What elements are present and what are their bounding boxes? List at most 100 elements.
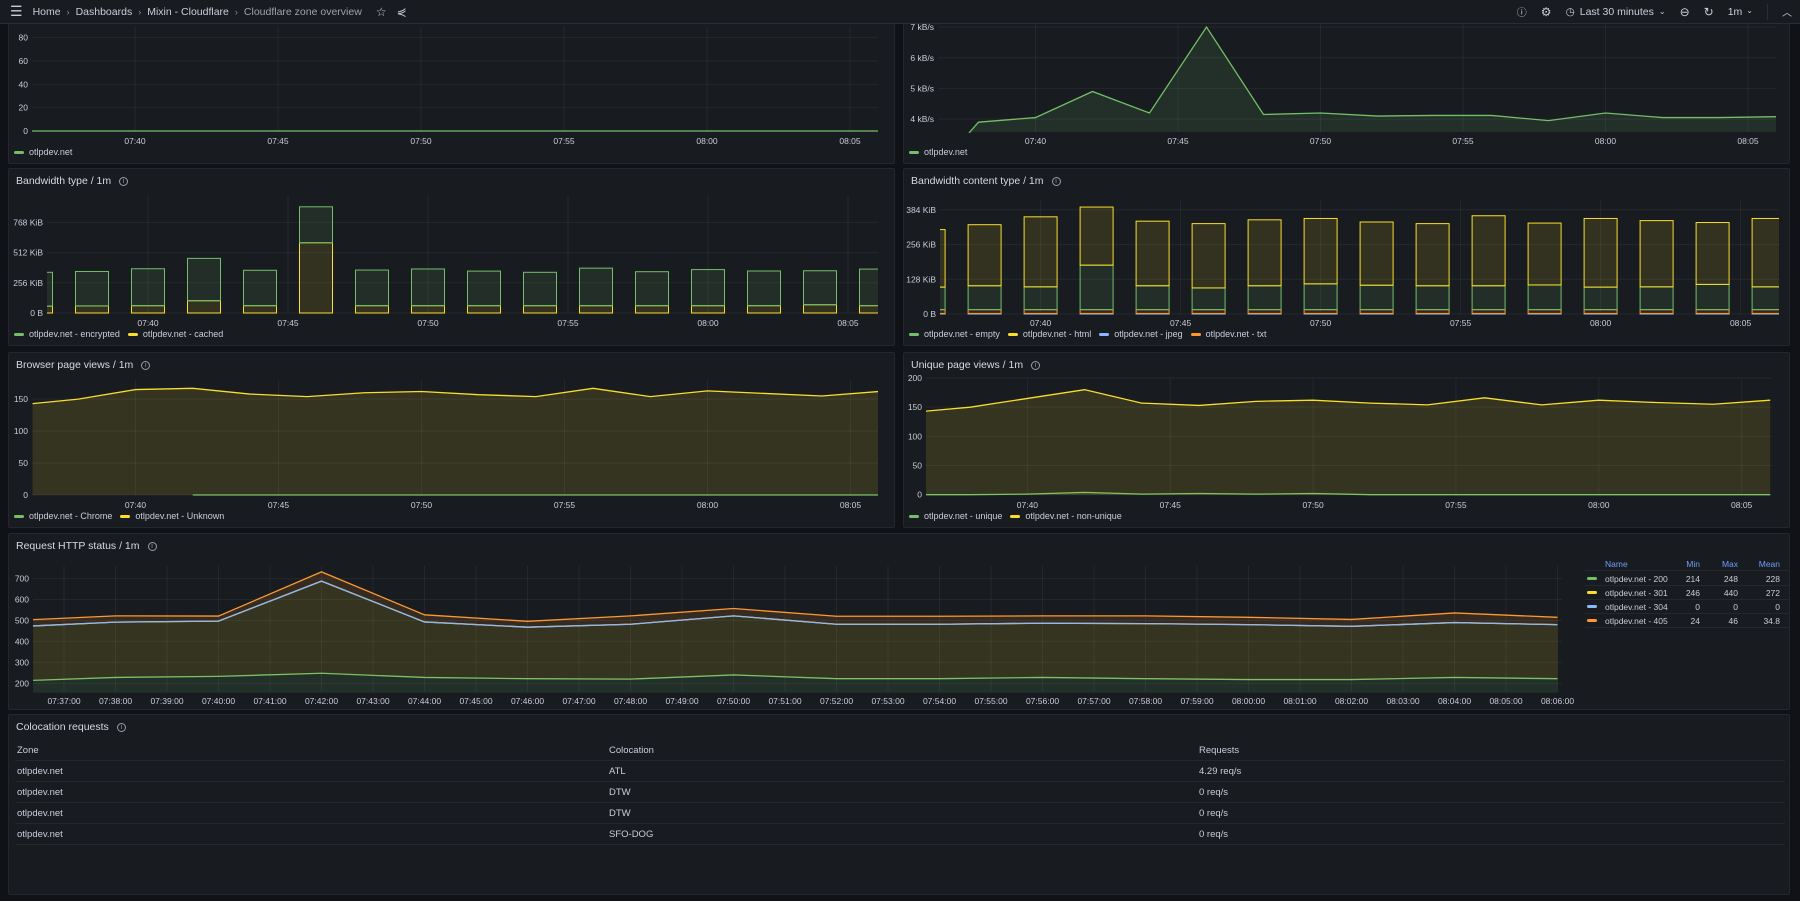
bar-empty [1471, 285, 1506, 311]
x-tick-label: 07:50 [410, 136, 432, 146]
legend-table-row[interactable]: otlpdev.net - 405 24 46 34.8 [1585, 614, 1790, 628]
x-tick-label: 07:50 [1310, 136, 1332, 146]
plot-area [926, 389, 1771, 496]
legend-table-row[interactable]: otlpdev.net - 200 214 248 228 [1585, 572, 1790, 586]
plot-area [968, 25, 1776, 133]
y-tick-label: 150 [908, 402, 922, 412]
x-tick-label: 08:00 [696, 136, 718, 146]
legend-item[interactable]: otlpdev.net [909, 147, 967, 157]
table-row[interactable]: otlpdev.net DTW 0 req/s [15, 782, 1785, 803]
info-icon[interactable]: i [1051, 176, 1061, 186]
x-tick-label: 07:40 [1017, 500, 1039, 510]
x-tick-label: 07:51:00 [768, 696, 801, 706]
requests-cell: 0 req/s [1199, 808, 1229, 819]
panel-title-text: Bandwidth type / 1m [16, 175, 112, 187]
panel-title-text: Browser page views / 1m [16, 359, 134, 371]
chart-bandwidth-type: 0 B 256 KiB 512 KiB 768 KiB 07:40 07:45 07:50 0… [13, 195, 878, 328]
help-icon[interactable]: ⓘ [1516, 8, 1527, 19]
bar-html [1639, 220, 1674, 288]
legend-item[interactable]: otlpdev.net - jpeg [1099, 329, 1183, 339]
bar-txt [940, 309, 946, 314]
x-tick-label: 07:55 [1452, 136, 1474, 146]
info-icon[interactable]: i [119, 176, 129, 186]
x-tick-label: 07:45 [267, 136, 289, 146]
chart-legend: otlpdev.net - unique otlpdev.net - non-un… [909, 511, 1122, 521]
legend-col-min[interactable]: Min [1686, 559, 1700, 569]
info-icon[interactable]: i [1031, 360, 1041, 370]
info-icon[interactable]: i [147, 541, 157, 551]
bar-txt [1695, 309, 1730, 314]
star-icon[interactable]: ☆ [375, 4, 387, 19]
bar-empty [1191, 287, 1226, 311]
legend-item[interactable]: otlpdev.net [14, 147, 72, 157]
legend-item[interactable]: otlpdev.net - unique [909, 511, 1002, 521]
legend-table-header: Name Min Max Mean [1585, 557, 1790, 571]
breadcrumb-dashboards[interactable]: Dashboards [75, 5, 133, 18]
breadcrumb-home[interactable]: Home [32, 5, 61, 18]
share-icon[interactable]: ⋞ [396, 4, 407, 19]
legend-col-mean[interactable]: Mean [1758, 559, 1780, 569]
chart-request-http-status: 200 300 400 500 600 700 07:37:00 07:38:00 07:39:… [15, 566, 1574, 706]
column-header-zone[interactable]: Zone [17, 745, 39, 756]
bar-empty [1751, 286, 1779, 311]
legend-item[interactable]: otlpdev.net - Unknown [120, 511, 224, 521]
legend-item[interactable]: otlpdev.net - cached [127, 329, 223, 339]
legend-label: otlpdev.net - html [1022, 329, 1092, 339]
bar-html [1583, 217, 1618, 288]
legend-item[interactable]: otlpdev.net - txt [1190, 329, 1267, 339]
legend-item[interactable]: otlpdev.net - html [1007, 329, 1092, 339]
bar-empty [1359, 284, 1394, 311]
table-row[interactable]: otlpdev.net ATL 4.29 req/s [15, 761, 1785, 782]
refresh-interval-picker[interactable]: 1m ⌄ [1728, 6, 1753, 18]
legend-table-row[interactable]: otlpdev.net - 304 0 0 0 [1585, 600, 1790, 614]
clock-icon: ◷ [1565, 5, 1575, 18]
x-tick-label: 08:05 [1731, 500, 1753, 510]
y-tick-label: 256 KiB [13, 278, 43, 288]
time-picker[interactable]: ◷ Last 30 minutes ⌄ [1566, 6, 1666, 18]
bar-txt [1415, 309, 1450, 314]
legend-item[interactable]: otlpdev.net - non-unique [1010, 511, 1122, 521]
info-icon[interactable]: i [141, 360, 151, 370]
plot-area [32, 387, 878, 496]
legend-item[interactable]: otlpdev.net - empty [909, 329, 1000, 339]
bar-html [1527, 222, 1562, 286]
zoom-out-icon[interactable]: ⊖ [1679, 4, 1690, 19]
y-tick-label: 0 [23, 126, 28, 136]
x-tick-label: 07:50:00 [717, 696, 750, 706]
table-row[interactable]: otlpdev.net DTW 0 req/s [15, 803, 1785, 824]
legend-table-row[interactable]: otlpdev.net - 301 246 440 272 [1585, 586, 1790, 600]
x-tick-label: 08:05 [1737, 136, 1759, 146]
legend-label: otlpdev.net [924, 147, 968, 157]
chart-requests-top: 0 20 40 60 80 07:40 07:45 07:50 07:55 08:00 08:05 [19, 26, 878, 146]
y-tick-label: 512 KiB [13, 248, 43, 258]
bar-encrypted [691, 269, 725, 307]
bar-html [1695, 222, 1730, 285]
panel-title-text: Bandwidth content type / 1m [911, 175, 1044, 187]
x-tick-label: 07:40 [137, 318, 159, 328]
y-tick-label: 40 [19, 79, 29, 89]
bar-cached [467, 305, 501, 314]
x-tick-label: 07:55 [1445, 500, 1467, 510]
column-header-colocation[interactable]: Colocation [609, 745, 654, 756]
legend-item[interactable]: otlpdev.net - Chrome [14, 511, 112, 521]
legend-col-name[interactable]: Name [1605, 559, 1628, 569]
legend-item[interactable]: otlpdev.net - encrypted [14, 329, 120, 339]
y-tick-label: 0 [917, 490, 922, 500]
panel-bandwidth-content-type: Bandwidth content type / 1m i [903, 168, 1790, 346]
gear-icon[interactable]: ⚙ [1540, 4, 1552, 19]
info-icon[interactable]: i [116, 722, 126, 732]
table-row[interactable]: otlpdev.net SFO-DOG 0 req/s [15, 824, 1785, 845]
chevron-up-icon[interactable]: ︿ [1782, 8, 1792, 19]
bar-txt [1191, 309, 1226, 314]
breadcrumb-folder[interactable]: Mixin - Cloudflare [147, 5, 229, 18]
panel-bandwidth-top [903, 0, 1790, 164]
y-tick-label: 0 B [30, 308, 43, 318]
plot-area [33, 571, 1558, 693]
series-area [33, 571, 1558, 628]
column-header-requests[interactable]: Requests [1199, 745, 1240, 756]
refresh-icon[interactable]: ↻ [1703, 4, 1714, 19]
menu-icon[interactable]: ☰ [10, 3, 23, 19]
legend-col-max[interactable]: Max [1721, 559, 1738, 569]
series-line [926, 491, 1771, 496]
x-tick-label: 07:46:00 [511, 696, 544, 706]
